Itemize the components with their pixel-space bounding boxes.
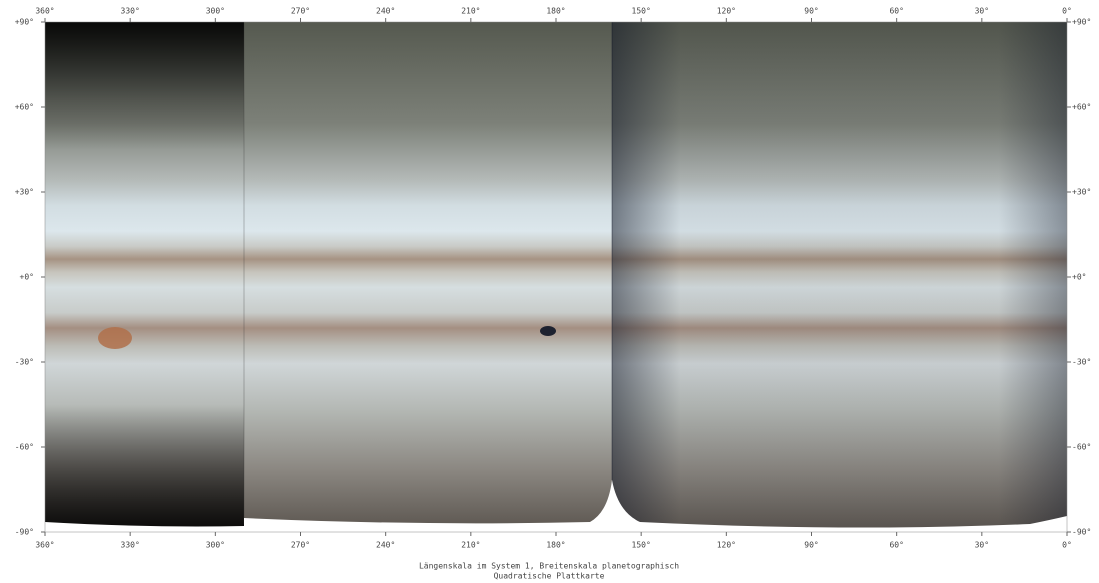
x-tick-label: 210° <box>461 7 480 16</box>
y-tick-label: -60° <box>15 443 34 452</box>
x-tick-label: 270° <box>291 541 310 550</box>
y-tick-label: -60° <box>1072 443 1091 452</box>
y-tick-label: -90° <box>15 528 34 537</box>
x-tick-label: 270° <box>291 7 310 16</box>
y-tick-label: +90° <box>15 18 34 27</box>
x-tick-label: 360° <box>35 541 54 550</box>
x-tick-label: 30° <box>975 7 989 16</box>
x-tick-label: 180° <box>546 541 565 550</box>
x-tick-label: 150° <box>632 541 651 550</box>
x-tick-label: 60° <box>889 7 903 16</box>
left-panel-shade <box>45 22 244 532</box>
x-tick-label: 120° <box>717 7 736 16</box>
y-tick-label: +60° <box>1072 103 1091 112</box>
x-tick-label: 150° <box>632 7 651 16</box>
y-tick-label: +60° <box>15 103 34 112</box>
x-tick-label: 330° <box>121 541 140 550</box>
y-tick-label: -30° <box>1072 358 1091 367</box>
x-tick-label: 240° <box>376 7 395 16</box>
x-tick-label: 120° <box>717 541 736 550</box>
y-tick-label: +90° <box>1072 18 1091 27</box>
y-tick-label: +30° <box>1072 188 1091 197</box>
right-panel-shade <box>612 22 1067 532</box>
caption: Quadratische Plattkarte <box>494 572 605 581</box>
great-red-spot <box>98 327 132 349</box>
x-tick-label: 90° <box>804 541 818 550</box>
x-tick-label: 330° <box>121 7 140 16</box>
x-tick-label: 360° <box>35 7 54 16</box>
planet-map <box>45 22 1067 535</box>
x-tick-label: 0° <box>1062 541 1072 550</box>
caption: Längenskala im System 1, Breitenskala pl… <box>419 562 679 571</box>
x-tick-label: 90° <box>804 7 818 16</box>
x-tick-label: 180° <box>546 7 565 16</box>
y-tick-label: -30° <box>15 358 34 367</box>
map-page: Längenskala im System 1, Breitenskala pl… <box>0 0 1099 583</box>
y-tick-label: +0° <box>20 273 34 282</box>
x-tick-label: 300° <box>206 541 225 550</box>
x-tick-label: 60° <box>889 541 903 550</box>
y-tick-label: +0° <box>1072 273 1086 282</box>
x-tick-label: 240° <box>376 541 395 550</box>
y-tick-label: +30° <box>15 188 34 197</box>
x-tick-label: 30° <box>975 541 989 550</box>
x-tick-label: 300° <box>206 7 225 16</box>
x-tick-label: 0° <box>1062 7 1072 16</box>
dark-spot <box>540 326 556 336</box>
x-tick-label: 210° <box>461 541 480 550</box>
y-tick-label: -90° <box>1072 528 1091 537</box>
